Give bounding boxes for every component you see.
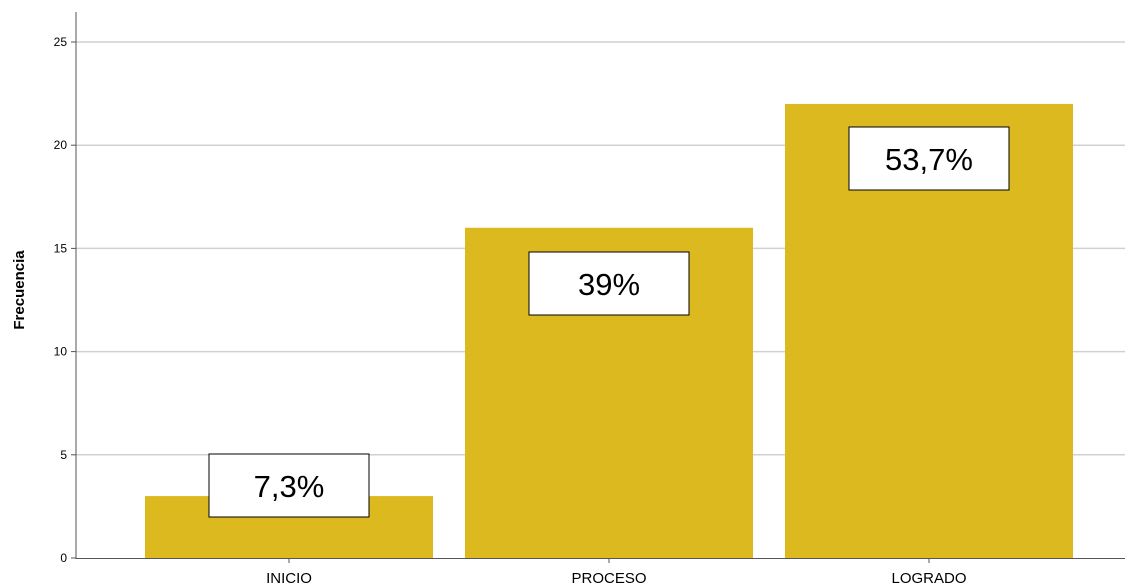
y-tick-label: 25 (54, 35, 68, 49)
y-axis-ticks: 0 5 10 15 20 25 (54, 35, 76, 565)
y-tick-label: 15 (54, 241, 68, 255)
data-label-text: 53,7% (885, 142, 973, 177)
y-axis-label: Frecuencia (11, 250, 28, 330)
data-labels: 7,3% 39% 53,7% (208, 126, 1010, 518)
y-tick-label: 0 (60, 551, 67, 565)
x-tick-label-inicio: INICIO (266, 570, 312, 587)
data-label-proceso: 39% (528, 251, 690, 316)
x-tick-label-proceso: PROCESO (571, 570, 646, 587)
y-tick-label: 10 (54, 345, 68, 359)
y-tick-label: 5 (60, 448, 67, 462)
data-label-text: 39% (578, 267, 640, 302)
data-label-box (848, 126, 1010, 191)
x-axis-ticks: INICIO PROCESO LOGRADO (266, 558, 967, 587)
x-tick-label-logrado: LOGRADO (891, 570, 966, 587)
data-label-box (528, 251, 690, 316)
data-label-text: 7,3% (254, 469, 325, 504)
data-label-box (208, 453, 370, 518)
data-label-inicio: 7,3% (208, 453, 370, 518)
data-label-logrado: 53,7% (848, 126, 1010, 191)
y-tick-label: 20 (54, 138, 68, 152)
